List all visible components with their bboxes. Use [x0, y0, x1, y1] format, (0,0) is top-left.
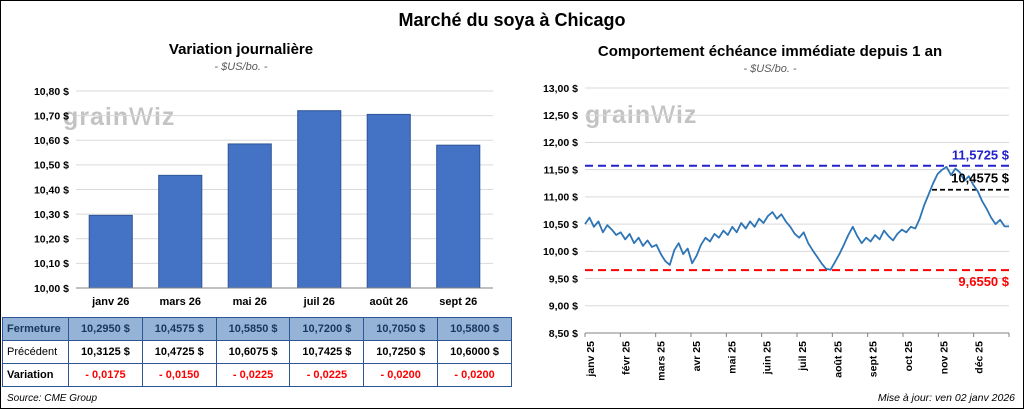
- y-axis-tick-label: 11,50 $: [544, 164, 579, 176]
- y-axis-tick-label: 10,70 $: [34, 110, 69, 122]
- y-axis-tick-label: 13,00 $: [543, 83, 578, 95]
- bar: [158, 174, 203, 289]
- table-row-precedent: Précédent 10,3125 $ 10,4725 $ 10,6075 $ …: [2, 340, 512, 364]
- bar: [366, 113, 411, 289]
- y-axis-tick-label: 12,50 $: [543, 110, 578, 122]
- fermeture-value: 10,5850 $: [215, 317, 291, 341]
- y-axis-tick-label: 12,00 $: [543, 137, 578, 149]
- x-axis-month-label: sept 25: [868, 341, 880, 377]
- x-axis-category-label: janv 26: [91, 296, 129, 308]
- x-axis-month-label: juil 25: [797, 341, 809, 372]
- y-axis-tick-label: 10,60 $: [34, 135, 69, 147]
- variation-value: - 0,0225: [215, 363, 291, 387]
- x-axis-month-label: nov 25: [938, 341, 950, 374]
- front-month-line-chart: 13,00 $ 12,50 $ 12,00 $ 11,50 $ 11,00 $ 10,50…: [543, 83, 1010, 381]
- daily-variation-bar-chart: 10,80 $ 10,70 $ 10,60 $ 10,50 $ 10,40 $ 10,30…: [34, 86, 493, 308]
- y-axis-tick-label: 11,00 $: [544, 192, 579, 204]
- x-axis-month-label: mai 25: [726, 341, 738, 374]
- high-value-label: 11,5725 $: [952, 148, 1010, 163]
- page-title: Marché du soya à Chicago: [398, 10, 626, 30]
- x-axis-month-label: oct 25: [903, 341, 915, 372]
- x-axis-category-label: mars 26: [159, 296, 201, 308]
- y-axis-tick-label: 10,80 $: [34, 86, 69, 98]
- x-axis-category-label: mai 26: [233, 296, 267, 308]
- x-axis-category-label: août 26: [369, 296, 408, 308]
- x-axis-month-label: mars 25: [656, 341, 668, 381]
- x-axis-category-label: sept 26: [439, 296, 477, 308]
- variation-value: - 0,0175: [68, 363, 143, 387]
- precedent-value: 10,6000 $: [437, 340, 512, 364]
- row-label-variation: Variation: [2, 363, 69, 387]
- source-note: Source: CME Group: [7, 393, 98, 404]
- y-axis-tick-label: 10,00 $: [543, 246, 578, 258]
- table-row-fermeture: Fermeture 10,2950 $ 10,4575 $ 10,5850 $ …: [2, 317, 512, 341]
- y-axis-tick-label: 10,40 $: [34, 184, 69, 196]
- bar-chart-subtitle: - $US/bo. -: [214, 61, 268, 73]
- low-value-label: 9,6550 $: [958, 274, 1009, 289]
- precedent-value: 10,7250 $: [363, 340, 439, 364]
- fermeture-value: 10,7200 $: [289, 317, 365, 341]
- table-row-variation: Variation - 0,0175 - 0,0150 - 0,0225 - 0…: [2, 363, 512, 387]
- line-chart-title: Comportement échéance immédiate depuis 1…: [597, 43, 943, 60]
- precedent-value: 10,6075 $: [215, 340, 291, 364]
- precedent-value: 10,3125 $: [68, 340, 143, 364]
- y-axis-tick-label: 10,00 $: [34, 283, 69, 295]
- precedent-value: 10,7425 $: [289, 340, 365, 364]
- x-axis-month-label: avr 25: [691, 341, 703, 372]
- fermeture-value: 10,5800 $: [437, 317, 512, 341]
- variation-value: - 0,0225: [289, 363, 365, 387]
- x-axis-month-label: janv 25: [585, 341, 597, 378]
- y-axis-tick-label: 10,10 $: [34, 258, 69, 270]
- y-axis-tick-label: 10,30 $: [34, 209, 69, 221]
- variation-value: - 0,0200: [363, 363, 439, 387]
- x-axis-month-label: août 25: [832, 341, 844, 378]
- row-label-precedent: Précédent: [2, 340, 69, 364]
- bar: [297, 110, 342, 289]
- row-label-fermeture: Fermeture: [2, 317, 69, 341]
- fermeture-value: 10,4575 $: [141, 317, 217, 341]
- x-axis-month-label: févr 25: [620, 341, 632, 375]
- y-axis-tick-label: 9,50 $: [549, 273, 578, 285]
- precedent-value: 10,4725 $: [141, 340, 217, 364]
- updated-note: Mise à jour: ven 02 janv 2026: [877, 392, 1015, 404]
- line-chart-subtitle: - $US/bo. -: [743, 63, 797, 75]
- x-axis-month-label: juin 25: [762, 341, 774, 375]
- y-axis-tick-label: 10,20 $: [34, 234, 69, 246]
- fermeture-value: 10,2950 $: [68, 317, 143, 341]
- y-axis-tick-label: 10,50 $: [543, 219, 578, 231]
- price-line-series: [584, 166, 1010, 271]
- x-axis-category-label: juil 26: [303, 296, 335, 308]
- price-table: Fermeture 10,2950 $ 10,4575 $ 10,5850 $ …: [2, 317, 512, 387]
- bar: [227, 143, 272, 289]
- y-axis-tick-label: 10,50 $: [34, 160, 69, 172]
- variation-value: - 0,0200: [437, 363, 512, 387]
- bar: [436, 144, 481, 289]
- fermeture-value: 10,7050 $: [363, 317, 439, 341]
- last-value-label: 10,4575 $: [951, 171, 1010, 186]
- bar-chart-title: Variation journalière: [168, 41, 314, 58]
- x-axis-month-label: déc 25: [974, 341, 986, 374]
- y-axis-tick-label: 8,50 $: [549, 328, 578, 340]
- y-axis-tick-label: 9,00 $: [549, 301, 578, 313]
- bar: [88, 214, 133, 289]
- variation-value: - 0,0150: [141, 363, 217, 387]
